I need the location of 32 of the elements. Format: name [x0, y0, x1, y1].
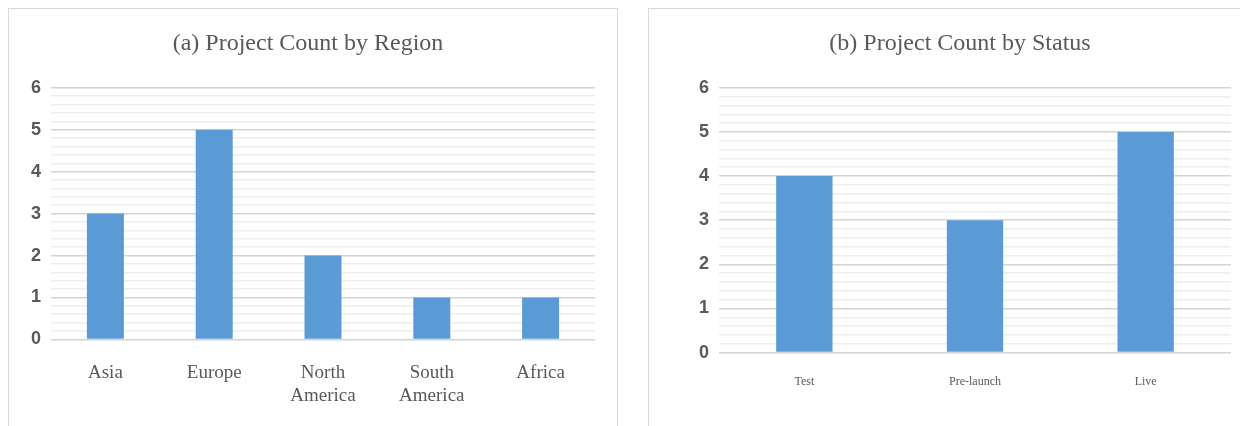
chart-title: (a) Project Count by Region	[172, 28, 444, 55]
y-tick-label: 2	[31, 244, 42, 265]
bar	[1117, 131, 1174, 352]
y-tick-label: 1	[699, 297, 710, 318]
y-tick-label: 1	[31, 286, 42, 307]
y-tick-label: 4	[31, 160, 42, 181]
bar	[776, 176, 833, 352]
x-tick-label: Pre-launch	[949, 373, 1001, 388]
x-tick-label: North America	[290, 360, 357, 405]
y-tick-label: 0	[699, 341, 710, 362]
y-tick-label: 6	[31, 76, 42, 97]
bar	[522, 297, 560, 339]
x-tick-label: Live	[1134, 373, 1157, 388]
bar	[413, 297, 451, 339]
y-tick-label: 2	[699, 253, 710, 274]
bar	[86, 213, 124, 339]
x-tick-label: Europe	[186, 360, 242, 382]
x-tick-label: Asia	[88, 360, 124, 382]
y-tick-label: 5	[31, 118, 42, 139]
y-tick-label: 0	[31, 328, 42, 349]
y-tick-label: 3	[699, 209, 710, 230]
y-tick-label: 6	[699, 76, 710, 97]
x-tick-label: Africa	[516, 360, 566, 382]
bar	[946, 220, 1004, 352]
y-tick-label: 5	[699, 120, 710, 141]
bar	[195, 129, 233, 339]
bar	[304, 255, 342, 339]
y-tick-label: 3	[31, 202, 42, 223]
chart-title: (b) Project Count by Status	[829, 28, 1091, 55]
y-tick-label: 4	[699, 165, 710, 186]
x-tick-label: South America	[399, 360, 466, 405]
x-tick-label: Test	[794, 373, 815, 388]
